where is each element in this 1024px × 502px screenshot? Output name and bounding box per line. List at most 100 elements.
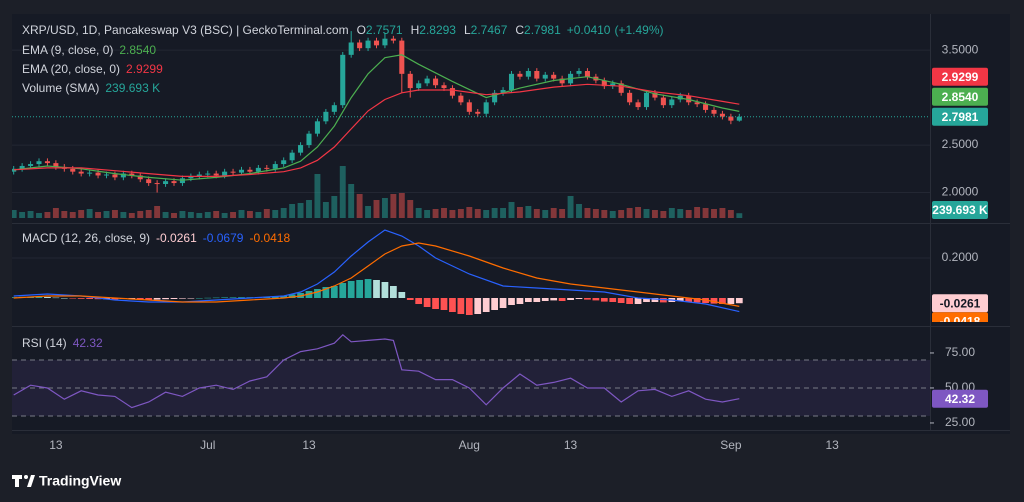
volume-bar [103,211,110,218]
candle-body [213,173,219,176]
candle-body [449,88,455,96]
volume-bar [474,209,481,218]
y-tick-label: 2.0000 [942,185,979,199]
candle-body [660,97,666,106]
histogram-bar [465,298,473,315]
change-value: +0.0410 [567,23,611,37]
volume-bar [711,209,717,218]
histogram-bar [584,298,591,300]
candle-body [525,70,531,77]
histogram-bar [111,298,119,300]
histogram-bar [179,298,186,299]
histogram-bar [499,298,507,308]
histogram-bar [44,297,51,298]
volume-bar [559,209,566,218]
candle-body [441,85,447,89]
volume-bar [322,202,329,218]
candle-body [331,105,337,112]
indicator-value: 42.32 [73,336,103,350]
histogram-bar [187,298,195,299]
logo-shape [27,475,35,487]
histogram-bar [136,298,144,300]
histogram-bar [415,298,423,304]
histogram-bar [432,298,439,309]
volume-bar [668,208,675,218]
ohlc-value: 2.7467 [471,23,508,37]
candle-body [78,171,84,174]
price-label-box [932,389,988,408]
histogram-bar [676,298,684,301]
histogram-bar [609,298,617,302]
histogram-bar [162,298,169,300]
volume-bar [525,206,532,218]
histogram-bar [617,298,625,303]
candle-body [112,174,118,178]
candle-body [483,102,489,114]
candle-body [247,169,253,172]
volume-bar [449,210,456,218]
candle-body [205,173,211,175]
volume-bar [491,208,498,218]
indicator-name: EMA (9, close, 0) [22,43,113,57]
candle-body [551,74,557,79]
candle-body [669,99,675,106]
volume-bar [381,198,388,218]
histogram-bar [330,286,338,298]
candle-body [323,111,329,122]
candle-body [129,173,135,176]
candle-body [635,102,641,108]
brand-logo: TradingView [12,473,121,489]
volume-bar [609,211,616,218]
volume-bar [204,212,211,218]
candle-body [53,163,59,167]
histogram-bar [364,279,372,298]
price-label: 2.9299 [942,70,979,84]
candle-body [36,161,42,165]
volume-bar [592,209,599,218]
ema-line [13,83,740,177]
volume-bar [542,210,549,218]
candle-body [281,160,287,165]
volume-bar [398,193,405,218]
candle-body [365,40,371,49]
candle-body [154,183,160,185]
volume-bar [407,200,414,218]
candle-body [407,73,413,89]
volume-bar [584,208,591,218]
volume-bar [280,208,287,218]
histogram-bar [719,298,726,304]
histogram-bar [710,298,718,304]
volume-bar [255,212,262,218]
candle-body [711,109,717,114]
candle-body [618,83,624,93]
legend: MACD (12, 26, close, 9) -0.0261 -0.0679 -0.… [22,231,290,245]
volume-bar [272,210,279,218]
rsi-pane [12,333,930,417]
volume-bar [483,210,490,218]
price-label-box [932,67,988,86]
histogram-value: -0.0261 [156,231,197,245]
candle-body [163,181,169,185]
volume-bar [95,212,102,218]
candle-body [424,78,430,84]
volume-bar [516,207,523,218]
candle-body [492,92,498,103]
histogram-bar [390,286,397,298]
histogram-bar [373,280,380,298]
macd-value: -0.0679 [203,231,244,245]
candle-body [19,165,25,169]
candle-body [576,70,582,74]
candle-body [728,116,734,121]
histogram-bar [491,298,498,310]
histogram-bar [69,298,77,299]
price-label-box [932,87,988,106]
histogram-bar [592,298,600,301]
price-pane [12,31,930,218]
candle-body [517,73,523,77]
histogram-bar [600,298,608,302]
x-tick-label: Jul [200,438,215,452]
candle-body [466,102,472,112]
candle-body [314,121,320,134]
volume-bar [736,213,743,218]
